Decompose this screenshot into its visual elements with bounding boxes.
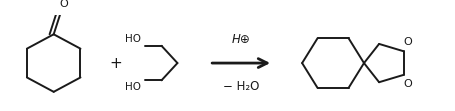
Text: O: O bbox=[60, 0, 69, 9]
Text: HO: HO bbox=[125, 34, 142, 44]
Text: H⊕: H⊕ bbox=[232, 33, 251, 46]
Text: O: O bbox=[404, 37, 412, 47]
Text: − H₂O: − H₂O bbox=[223, 80, 259, 93]
Text: O: O bbox=[404, 79, 412, 89]
Text: HO: HO bbox=[125, 82, 142, 92]
Text: +: + bbox=[110, 56, 122, 71]
